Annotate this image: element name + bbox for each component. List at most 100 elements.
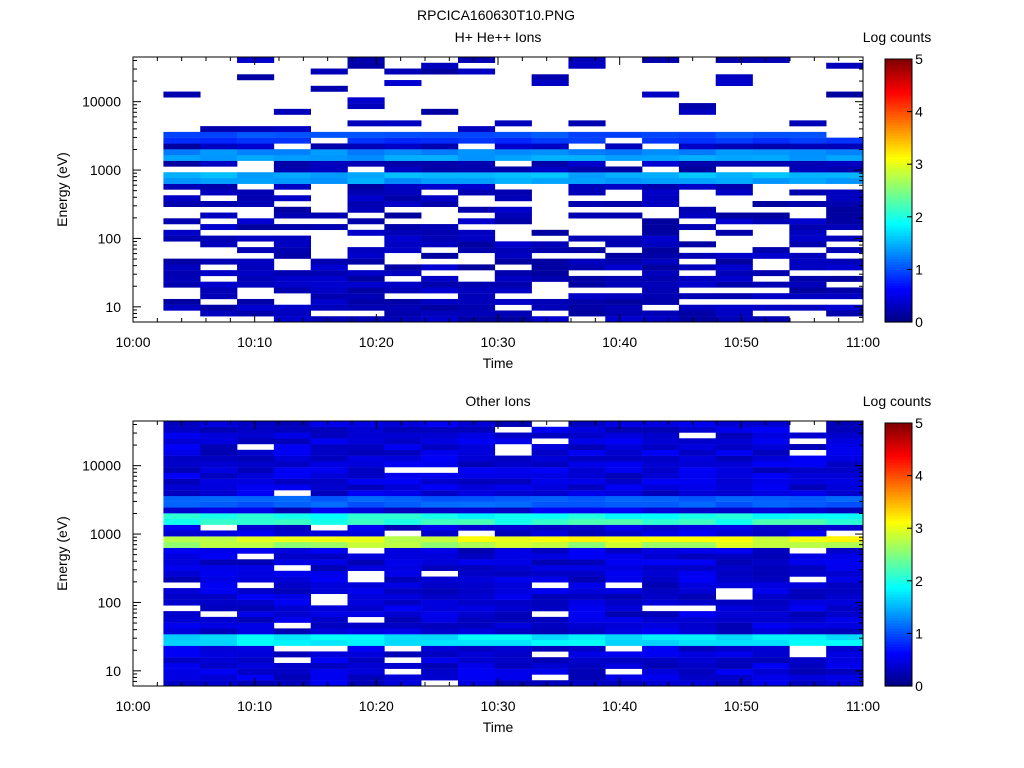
heatmap-cell xyxy=(605,639,643,646)
heatmap-cell xyxy=(347,628,385,635)
heatmap-cell xyxy=(531,639,569,646)
heatmap-cell xyxy=(678,177,717,184)
heatmap-cell xyxy=(310,461,348,468)
colorbar-segment xyxy=(885,636,912,640)
heatmap-cell xyxy=(494,639,532,646)
heatmap-cell xyxy=(457,218,496,225)
heatmap-cell xyxy=(347,461,385,468)
heatmap-cell xyxy=(237,426,275,433)
heatmap-cell xyxy=(421,108,459,115)
heatmap-cell xyxy=(421,605,459,612)
heatmap-cell xyxy=(826,258,864,265)
colorbar-segment xyxy=(885,522,912,527)
heatmap-cell xyxy=(494,501,532,508)
heatmap-cell xyxy=(457,495,496,502)
colorbar-segment xyxy=(885,617,912,621)
heatmap-cell xyxy=(273,195,311,202)
heatmap-cell xyxy=(494,553,532,560)
heatmap-cell xyxy=(457,304,496,311)
heatmap-cell xyxy=(715,281,753,288)
heatmap-cell xyxy=(273,461,311,468)
heatmap-cell xyxy=(237,270,275,277)
colorbar-segment xyxy=(885,672,912,677)
heatmap-cell xyxy=(494,258,532,265)
heatmap-cell xyxy=(163,149,201,156)
heatmap-cell xyxy=(384,478,422,485)
heatmap-cells xyxy=(163,57,864,323)
heatmap-cell xyxy=(826,495,864,502)
heatmap-cell xyxy=(494,472,532,479)
heatmap-cell xyxy=(200,310,238,317)
heatmap-cell xyxy=(384,484,422,491)
heatmap-cell xyxy=(752,438,790,445)
heatmap-cell xyxy=(494,298,532,305)
heatmap-cell xyxy=(310,224,348,231)
heatmap-cell xyxy=(347,258,385,265)
heatmap-cell xyxy=(568,657,606,664)
colorbar-segment xyxy=(885,243,912,247)
heatmap-cell xyxy=(384,662,422,669)
heatmap-cell xyxy=(200,212,238,219)
heatmap-cell xyxy=(568,662,606,669)
heatmap-cell xyxy=(531,576,569,583)
heatmap-cell xyxy=(457,68,496,75)
colorbar-segment xyxy=(885,101,912,105)
heatmap-cell xyxy=(163,639,201,646)
heatmap-cell xyxy=(384,438,422,445)
heatmap-cell xyxy=(494,137,532,144)
heatmap-cell xyxy=(384,680,422,687)
heatmap-cell xyxy=(642,588,680,595)
heatmap-cell xyxy=(163,559,201,566)
heatmap-cell xyxy=(347,103,385,110)
heatmap-cell xyxy=(494,120,532,127)
heatmap-cell xyxy=(310,576,348,583)
heatmap-cell xyxy=(494,490,532,497)
heatmap-cell xyxy=(163,622,201,629)
heatmap-cell xyxy=(494,438,532,445)
colorbar-tick-label: 2 xyxy=(915,573,923,589)
heatmap-cell xyxy=(237,201,275,207)
heatmap-cell xyxy=(678,662,717,669)
colorbar-segment xyxy=(885,253,912,257)
heatmap-cell xyxy=(678,599,717,606)
heatmap-cell xyxy=(605,651,643,658)
heatmap-cell xyxy=(605,599,643,606)
heatmap-cell xyxy=(568,605,606,612)
heatmap-cell xyxy=(752,680,790,687)
heatmap-cell xyxy=(310,622,348,629)
heatmap-cell xyxy=(384,593,422,600)
heatmap-cell xyxy=(642,530,680,537)
heatmap-cell xyxy=(347,275,385,282)
heatmap-cell xyxy=(531,304,569,311)
heatmap-cell xyxy=(752,616,790,623)
heatmap-cell xyxy=(457,668,496,675)
heatmap-cell xyxy=(347,513,385,520)
colorbar-segment xyxy=(885,266,912,270)
heatmap-cell xyxy=(457,513,496,520)
heatmap-cell xyxy=(789,304,827,311)
heatmap-cell xyxy=(568,622,606,629)
heatmap-cell xyxy=(237,218,275,225)
colorbar-segment xyxy=(885,222,912,226)
heatmap-cell xyxy=(421,484,459,491)
heatmap-cell xyxy=(531,662,569,669)
colorbar-segment xyxy=(885,423,912,427)
heatmap-cell xyxy=(715,576,753,583)
heatmap-cell xyxy=(347,218,385,225)
heatmap-cell xyxy=(678,674,717,681)
heatmap-cell xyxy=(384,524,422,531)
heatmap-cell xyxy=(200,293,238,300)
heatmap-cell xyxy=(457,541,496,548)
heatmap-cell xyxy=(384,674,422,681)
heatmap-cell xyxy=(200,432,238,439)
heatmap-cell xyxy=(789,559,827,566)
heatmap-cell xyxy=(531,467,569,474)
heatmap-cell xyxy=(642,275,680,282)
heatmap-cell xyxy=(163,461,201,468)
heatmap-cell xyxy=(457,576,496,583)
colorbar-segment xyxy=(885,135,912,139)
heatmap-cell xyxy=(421,628,459,635)
heatmap-cell xyxy=(605,530,643,537)
heatmap-cell xyxy=(568,438,606,445)
heatmap-cell xyxy=(347,120,385,127)
